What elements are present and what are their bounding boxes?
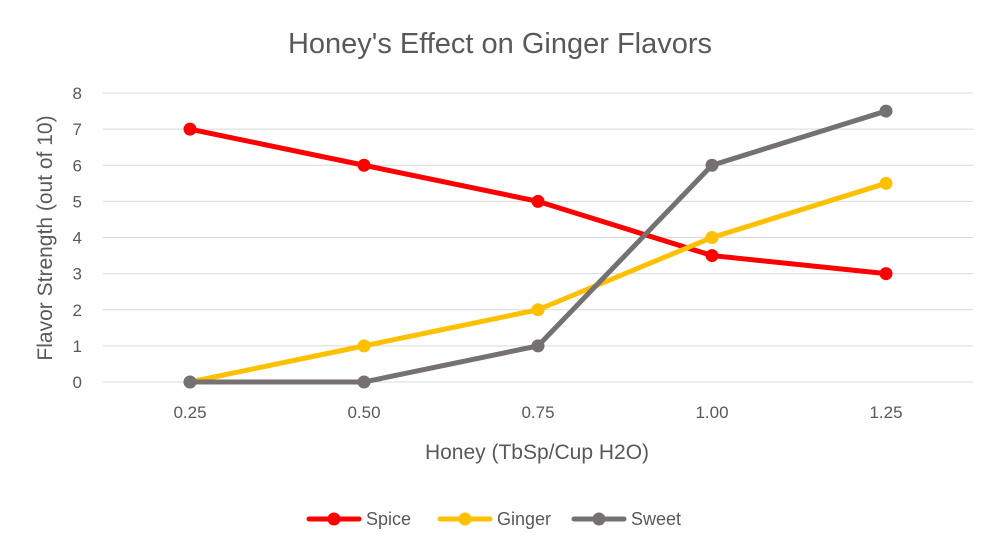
x-axis-label: Honey (TbSp/Cup H2O) bbox=[425, 441, 649, 464]
x-tick-label: 0.25 bbox=[173, 403, 206, 422]
data-point-sweet bbox=[357, 375, 371, 389]
y-tick-label: 4 bbox=[73, 229, 82, 248]
y-tick-label: 1 bbox=[73, 337, 82, 356]
data-point-sweet bbox=[879, 104, 893, 118]
data-point-ginger bbox=[705, 231, 719, 244]
legend-label: Spice bbox=[366, 509, 411, 529]
legend-item-sweet: Sweet bbox=[571, 509, 681, 529]
legend-label: Ginger bbox=[497, 509, 551, 529]
y-axis-ticks: 0 1 2 3 4 5 6 7 8 bbox=[73, 84, 82, 392]
legend-swatch-marker bbox=[327, 512, 341, 526]
data-point-spice bbox=[705, 249, 719, 263]
data-point-spice bbox=[183, 122, 197, 136]
x-tick-label: 0.50 bbox=[347, 403, 380, 422]
y-tick-label: 2 bbox=[73, 301, 82, 320]
legend-swatch-marker bbox=[592, 512, 606, 526]
x-tick-label: 0.75 bbox=[521, 403, 554, 422]
legend: Spice Ginger Sweet bbox=[306, 509, 681, 529]
y-axis-label: Flavor Strength (out of 10) bbox=[34, 115, 57, 360]
y-tick-label: 7 bbox=[73, 120, 82, 139]
legend-item-spice: Spice bbox=[306, 509, 411, 529]
legend-label: Sweet bbox=[631, 509, 681, 529]
data-point-sweet bbox=[705, 158, 719, 172]
y-tick-label: 0 bbox=[73, 373, 82, 392]
chart-title: Honey's Effect on Ginger Flavors bbox=[288, 28, 712, 60]
y-tick-label: 6 bbox=[73, 156, 82, 175]
x-tick-label: 1.00 bbox=[695, 403, 728, 422]
series-sweet bbox=[183, 104, 893, 389]
x-tick-label: 1.25 bbox=[869, 403, 902, 422]
series-ginger bbox=[183, 176, 893, 389]
x-axis-ticks: 0.25 0.50 0.75 1.00 1.25 bbox=[173, 403, 902, 422]
data-point-sweet bbox=[531, 339, 545, 353]
data-point-ginger bbox=[357, 339, 371, 353]
legend-swatch-marker bbox=[458, 512, 472, 526]
y-tick-label: 3 bbox=[73, 265, 82, 284]
data-point-spice bbox=[357, 158, 371, 172]
data-point-spice bbox=[531, 194, 545, 208]
data-point-sweet bbox=[183, 375, 197, 389]
data-point-ginger bbox=[879, 176, 893, 190]
series-lines bbox=[183, 104, 893, 389]
series-spice bbox=[183, 122, 893, 281]
legend-item-ginger: Ginger bbox=[437, 509, 551, 529]
data-point-ginger bbox=[531, 303, 545, 317]
y-tick-label: 5 bbox=[73, 192, 82, 211]
data-point-spice bbox=[879, 267, 893, 281]
y-tick-label: 8 bbox=[73, 84, 82, 103]
